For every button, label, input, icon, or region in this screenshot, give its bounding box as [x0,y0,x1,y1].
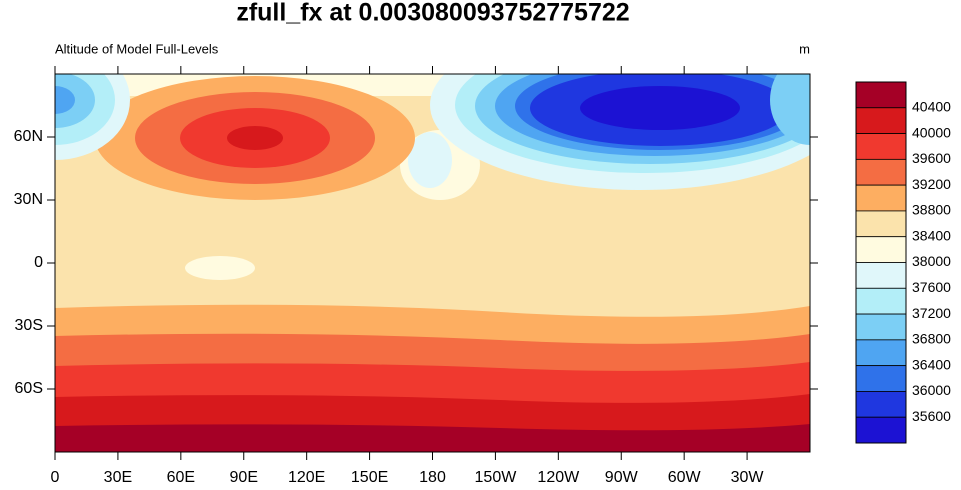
colorbar-label: 36000 [912,382,951,398]
x-tick-label: 180 [419,469,446,486]
colorbar-label: 38400 [912,227,951,243]
colorbar-box [855,210,907,238]
colorbar-box [855,133,907,160]
contour-region [580,86,740,130]
colorbar-label: 40400 [912,98,951,114]
contour-region [55,424,810,452]
x-tick-label: 0 [51,469,60,486]
y-tick-label: 30S [15,317,43,334]
x-tick-label: 90W [605,469,639,486]
contour-region [770,74,810,145]
colorbar-box [855,416,907,444]
x-tick-label: 30E [104,469,132,486]
colorbar-label: 37600 [912,279,951,295]
x-tick-label: 30W [731,469,765,486]
colorbar-box [855,158,907,186]
y-tick-label: 60S [15,380,43,397]
contour-region [227,126,283,150]
colorbar-box [855,81,907,109]
contour-region [55,74,95,128]
y-tick-label: 30N [14,191,43,208]
colorbar-box [855,262,907,289]
contour-region [185,256,255,280]
x-tick-label: 120E [288,469,325,486]
colorbar-label: 38000 [912,253,951,269]
x-tick-label: 150E [351,469,388,486]
colorbar-box [855,365,907,392]
colorbar-label: 38800 [912,202,951,218]
colorbar-box [855,339,907,367]
colorbar-label: 35600 [912,408,951,424]
colorbar-box [855,236,907,263]
x-tick-label: 150W [475,469,518,486]
x-tick-label: 60W [668,469,702,486]
colorbar-box [855,391,907,418]
subtitle-left: Altitude of Model Full-Levels [55,41,219,56]
colorbar-box [855,184,907,212]
colorbar-label: 36800 [912,331,951,347]
colorbar-box [855,107,907,134]
contour-field [55,74,810,452]
colorbar-label: 36400 [912,356,951,372]
colorbar-frame [855,81,907,444]
colorbar-label: 39200 [912,176,951,192]
colorbar-label: 37200 [912,305,951,321]
title: zfull_fx at 0.003080093752775722 [236,0,629,27]
colorbar-label: 39600 [912,150,951,166]
colorbar-box [855,287,907,315]
colorbar-box [855,313,907,341]
x-tick-label: 60E [167,469,195,486]
colorbar-label: 40000 [912,124,951,140]
x-tick-label: 90E [230,469,258,486]
y-tick-label: 60N [14,128,43,145]
contour-region [55,86,75,114]
contour-region [408,132,452,188]
x-tick-label: 120W [537,469,580,486]
units: m [799,41,810,56]
y-tick-label: 0 [34,254,43,271]
